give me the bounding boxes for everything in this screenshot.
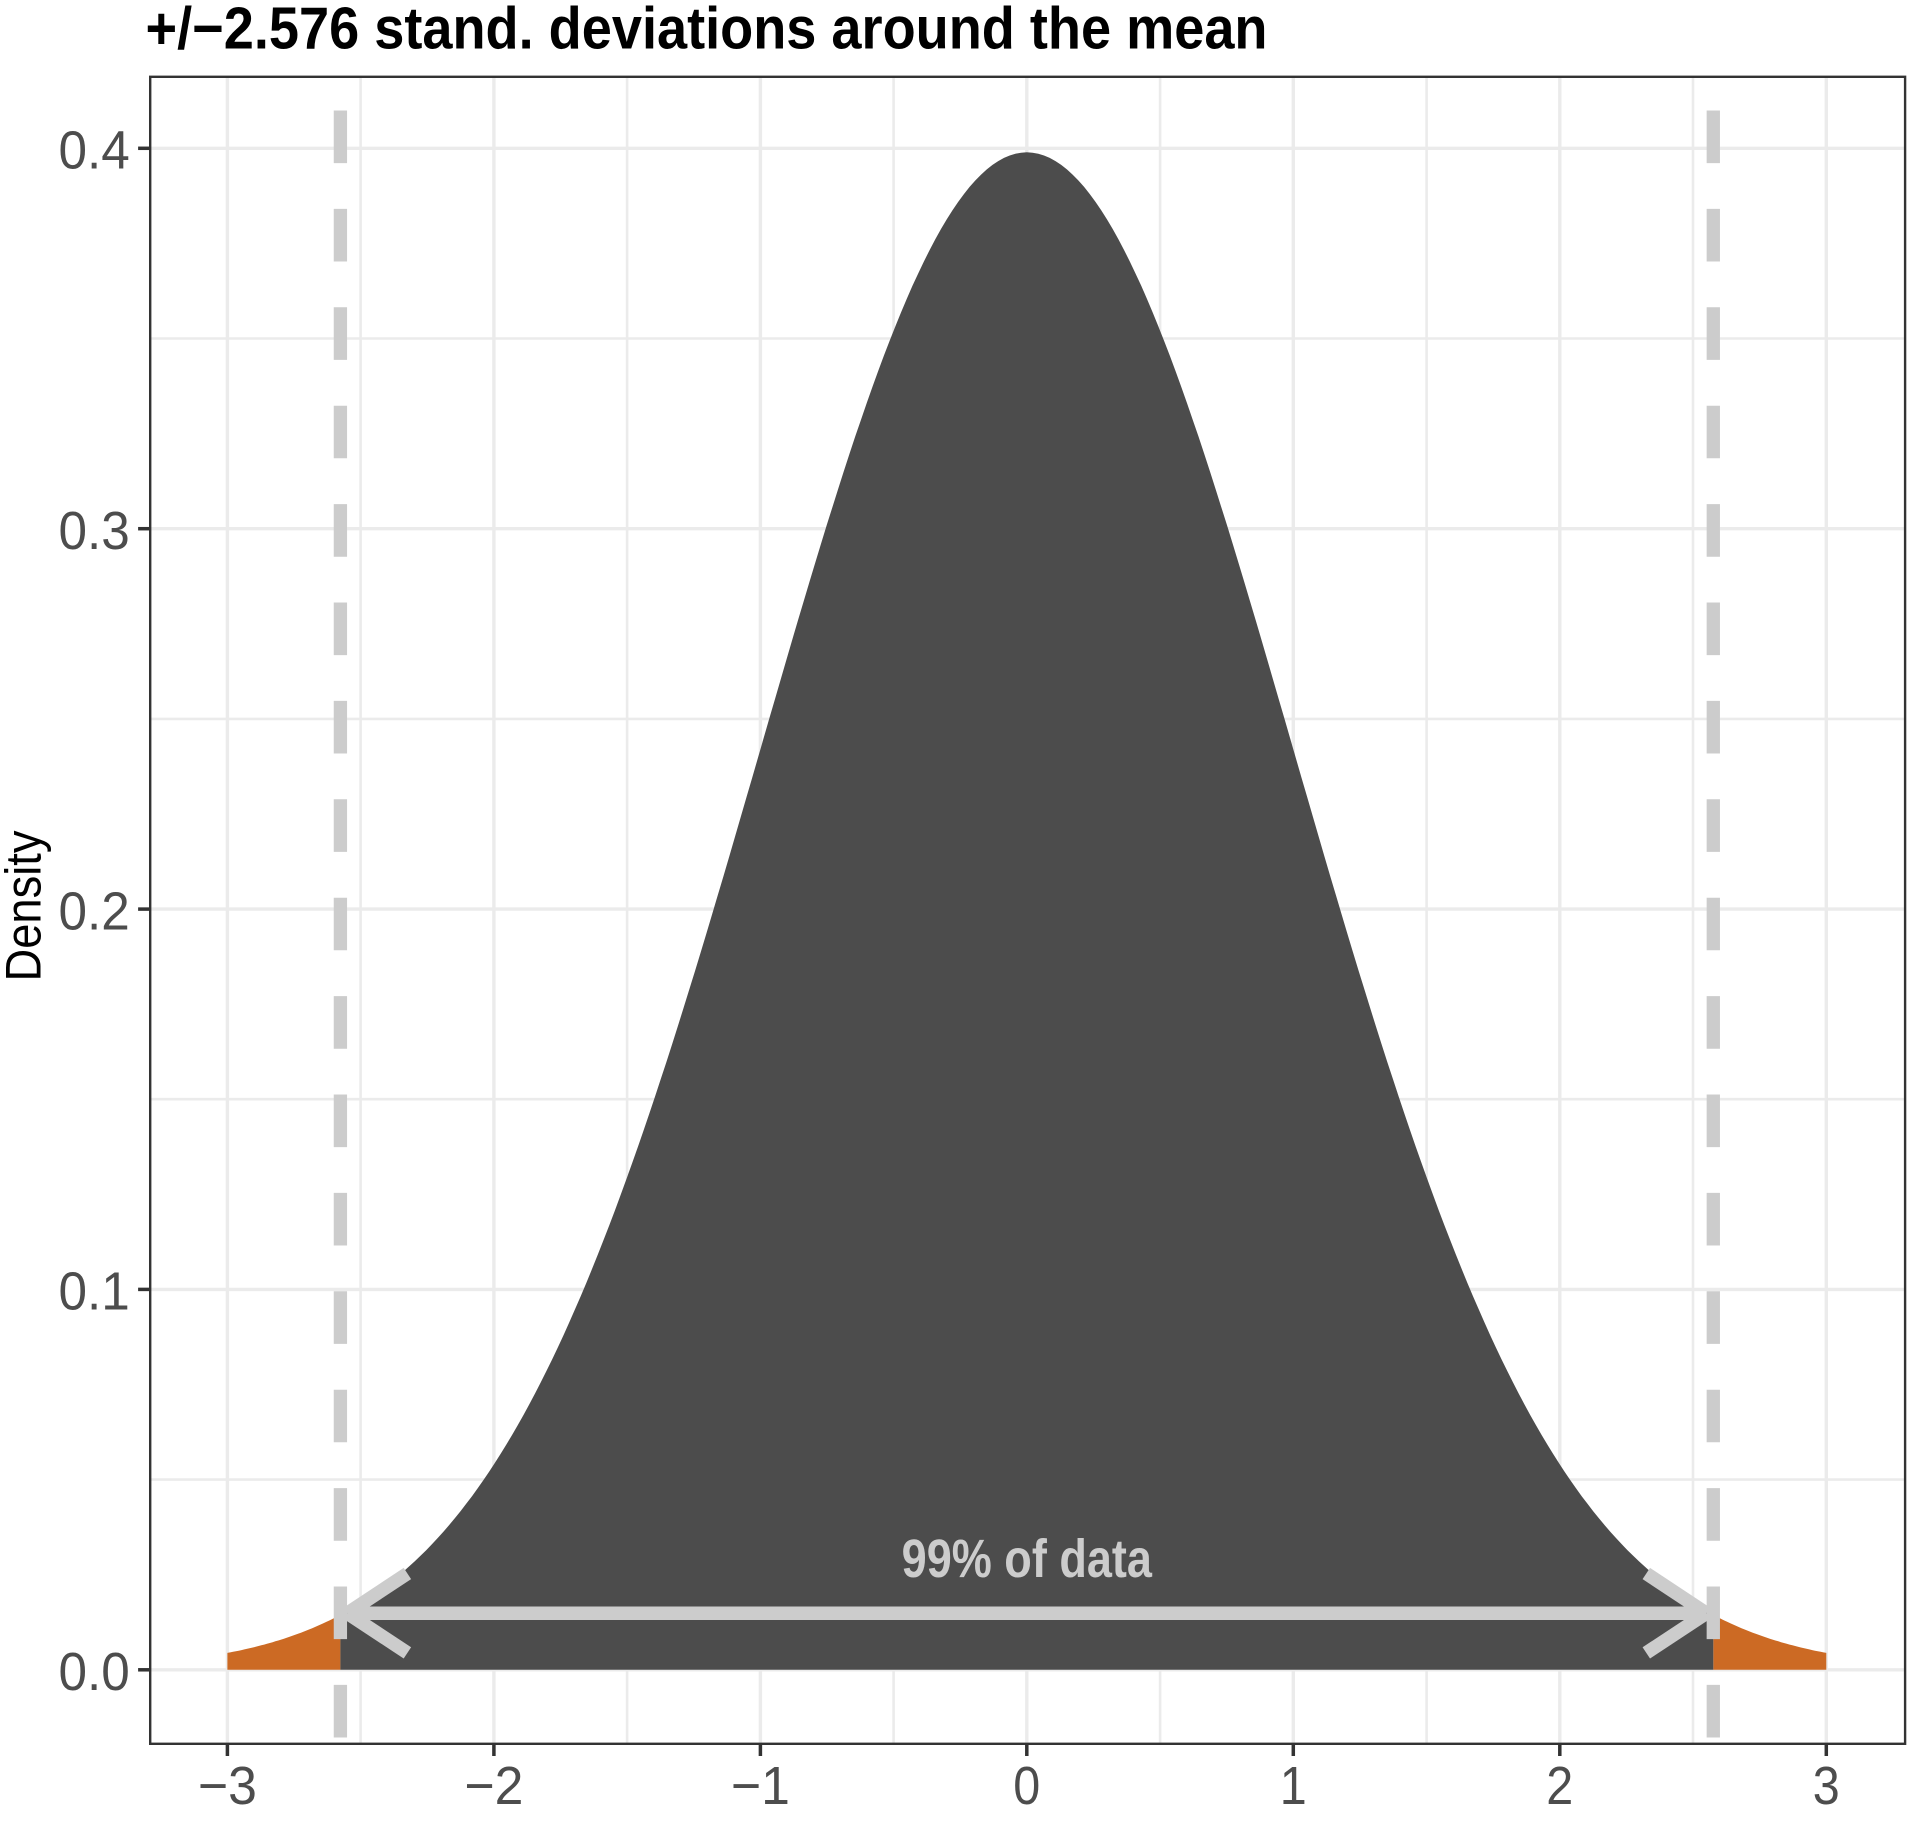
svg-text:2: 2 <box>1546 1756 1573 1816</box>
svg-text:−1: −1 <box>731 1756 790 1816</box>
svg-text:1: 1 <box>1280 1756 1307 1816</box>
svg-text:0.1: 0.1 <box>59 1262 130 1322</box>
svg-text:−2: −2 <box>464 1756 523 1816</box>
svg-text:+/−2.576 stand. deviations aro: +/−2.576 stand. deviations around the me… <box>146 0 1268 62</box>
svg-text:0.2: 0.2 <box>59 881 130 941</box>
svg-text:3: 3 <box>1813 1756 1840 1816</box>
svg-text:Density: Density <box>0 831 51 982</box>
svg-text:0: 0 <box>1013 1756 1040 1816</box>
svg-text:0.4: 0.4 <box>59 121 130 181</box>
svg-text:−3: −3 <box>198 1756 257 1816</box>
svg-text:0.0: 0.0 <box>59 1642 130 1702</box>
svg-text:0.3: 0.3 <box>59 501 130 561</box>
svg-text:99% of data: 99% of data <box>902 1529 1153 1589</box>
